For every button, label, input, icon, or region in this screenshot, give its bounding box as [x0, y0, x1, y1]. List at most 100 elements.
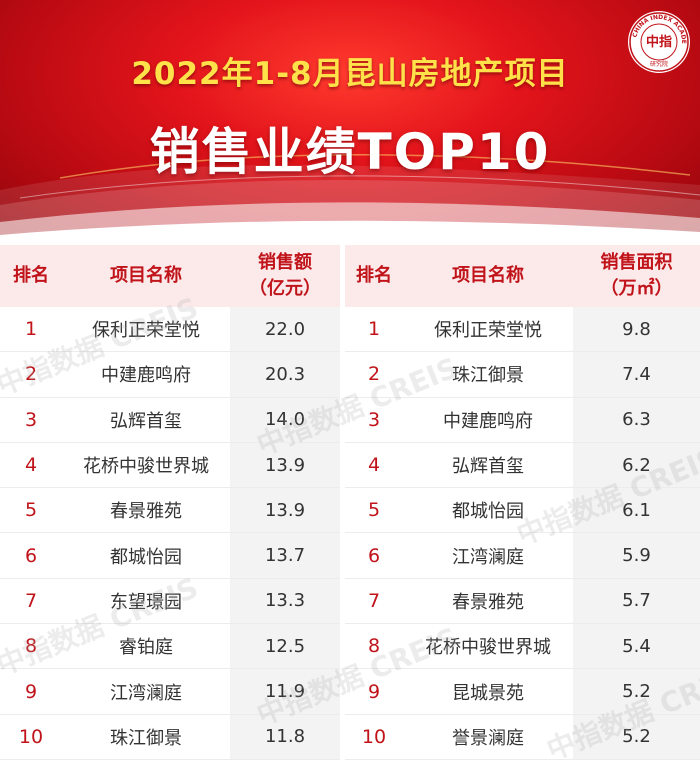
value-header: 销售面积 （万㎡） [573, 245, 700, 307]
value-cell: 5.2 [573, 714, 700, 760]
table-row: 1 保利正荣堂悦 22.0 [0, 307, 340, 353]
page-title-line1: 2022年1-8月昆山房地产项目 [131, 56, 569, 92]
rank-cell: 4 [345, 442, 403, 489]
project-name-cell: 保利正荣堂悦 [403, 307, 573, 353]
rank-cell: 3 [0, 397, 62, 443]
rank-cell: 5 [345, 487, 403, 534]
table-row: 4 弘辉首玺 6.2 [345, 442, 700, 489]
table-header-row: 排名 项目名称 销售面积 （万㎡） [345, 245, 700, 307]
project-name-cell: 春景雅苑 [62, 487, 230, 534]
value-header-line1: 销售面积 [600, 252, 673, 273]
table-row: 9 昆城景苑 5.2 [345, 668, 700, 715]
table-row: 2 中建鹿鸣府 20.3 [0, 351, 340, 398]
project-name-cell: 誉景澜庭 [403, 714, 573, 760]
rank-cell: 10 [0, 714, 62, 760]
svg-text:中指: 中指 [646, 34, 672, 50]
banner-swoosh-graphic [0, 154, 700, 245]
table-row: 5 都城怡园 6.1 [345, 487, 700, 534]
rank-cell: 4 [0, 442, 62, 489]
name-header: 项目名称 [403, 245, 573, 307]
value-cell: 13.3 [230, 578, 340, 625]
rank-cell: 8 [0, 623, 62, 670]
rank-header: 排名 [345, 245, 403, 307]
project-name-cell: 江湾澜庭 [403, 532, 573, 579]
table-row: 9 江湾澜庭 11.9 [0, 668, 340, 715]
table-row: 5 春景雅苑 13.9 [0, 487, 340, 534]
value-cell: 6.2 [573, 442, 700, 489]
value-cell: 13.9 [230, 442, 340, 489]
rank-cell: 10 [345, 714, 403, 760]
rank-cell: 9 [0, 668, 62, 715]
rank-cell: 2 [345, 351, 403, 398]
value-cell: 11.9 [230, 668, 340, 715]
table-row: 4 花桥中骏世界城 13.9 [0, 442, 340, 489]
value-header: 销售额 （亿元） [230, 245, 340, 307]
page-title-line2: 销售业绩TOP10 [149, 123, 551, 181]
table-row: 10 誉景澜庭 5.2 [345, 714, 700, 760]
table-row: 6 都城怡园 13.7 [0, 532, 340, 579]
value-cell: 5.2 [573, 668, 700, 715]
table-row: 1 保利正荣堂悦 9.8 [345, 307, 700, 353]
table-row: 7 春景雅苑 5.7 [345, 578, 700, 625]
rank-cell: 6 [345, 532, 403, 579]
rank-cell: 9 [345, 668, 403, 715]
rank-cell: 7 [0, 578, 62, 625]
project-name-cell: 弘辉首玺 [403, 442, 573, 489]
value-cell: 11.8 [230, 714, 340, 760]
project-name-cell: 江湾澜庭 [62, 668, 230, 715]
value-cell: 9.8 [573, 307, 700, 353]
table-row: 6 江湾澜庭 5.9 [345, 532, 700, 579]
value-header-line1: 销售额 [258, 252, 312, 273]
project-name-cell: 花桥中骏世界城 [403, 623, 573, 670]
project-name-cell: 珠江御景 [62, 714, 230, 760]
table-row: 10 珠江御景 11.8 [0, 714, 340, 760]
project-name-cell: 春景雅苑 [403, 578, 573, 625]
project-name-cell: 保利正荣堂悦 [62, 307, 230, 353]
table-row: 8 睿铂庭 12.5 [0, 623, 340, 670]
rank-cell: 1 [0, 307, 62, 353]
project-name-cell: 花桥中骏世界城 [62, 442, 230, 489]
project-name-cell: 中建鹿鸣府 [403, 397, 573, 443]
rank-cell: 5 [0, 487, 62, 534]
project-name-cell: 昆城景苑 [403, 668, 573, 715]
value-cell: 5.7 [573, 578, 700, 625]
project-name-cell: 睿铂庭 [62, 623, 230, 670]
value-cell: 5.9 [573, 532, 700, 579]
sales-amount-table: 排名 项目名称 销售额 （亿元） 1 保利正荣堂悦 22.0 2 中建鹿鸣府 20.3 3 弘… [0, 245, 340, 760]
table-row: 7 东望璟园 13.3 [0, 578, 340, 625]
value-cell: 22.0 [230, 307, 340, 353]
name-header: 项目名称 [62, 245, 230, 307]
svg-text:研究院: 研究院 [650, 60, 668, 68]
header-banner: 2022年1-8月昆山房地产项目 销售业绩TOP10 CHINA INDEX A… [0, 0, 700, 245]
value-header-line2: （亿元） [249, 278, 321, 299]
project-name-cell: 都城怡园 [62, 532, 230, 579]
project-name-cell: 珠江御景 [403, 351, 573, 398]
rank-cell: 3 [345, 397, 403, 443]
value-cell: 6.3 [573, 397, 700, 443]
value-cell: 5.4 [573, 623, 700, 670]
table-header-row: 排名 项目名称 销售额 （亿元） [0, 245, 340, 307]
table-row: 8 花桥中骏世界城 5.4 [345, 623, 700, 670]
table-row: 3 弘辉首玺 14.0 [0, 397, 340, 443]
value-cell: 12.5 [230, 623, 340, 670]
ranking-tables: 排名 项目名称 销售额 （亿元） 1 保利正荣堂悦 22.0 2 中建鹿鸣府 20.3 3 弘… [0, 245, 700, 767]
china-index-academy-logo: CHINA INDEX ACADEMY 中指 研究院 [627, 10, 690, 73]
rank-cell: 2 [0, 351, 62, 398]
project-name-cell: 弘辉首玺 [62, 397, 230, 443]
value-cell: 13.7 [230, 532, 340, 579]
rank-cell: 7 [345, 578, 403, 625]
value-cell: 13.9 [230, 487, 340, 534]
value-cell: 14.0 [230, 397, 340, 443]
value-cell: 20.3 [230, 351, 340, 398]
project-name-cell: 都城怡园 [403, 487, 573, 534]
value-cell: 6.1 [573, 487, 700, 534]
rank-cell: 1 [345, 307, 403, 353]
value-cell: 7.4 [573, 351, 700, 398]
project-name-cell: 中建鹿鸣府 [62, 351, 230, 398]
project-name-cell: 东望璟园 [62, 578, 230, 625]
table-row: 3 中建鹿鸣府 6.3 [345, 397, 700, 443]
rank-cell: 6 [0, 532, 62, 579]
sales-area-table: 排名 项目名称 销售面积 （万㎡） 1 保利正荣堂悦 9.8 2 珠江御景 7.4 3 中建鹿… [345, 245, 700, 760]
value-header-line2: （万㎡） [600, 278, 673, 299]
rank-cell: 8 [345, 623, 403, 670]
